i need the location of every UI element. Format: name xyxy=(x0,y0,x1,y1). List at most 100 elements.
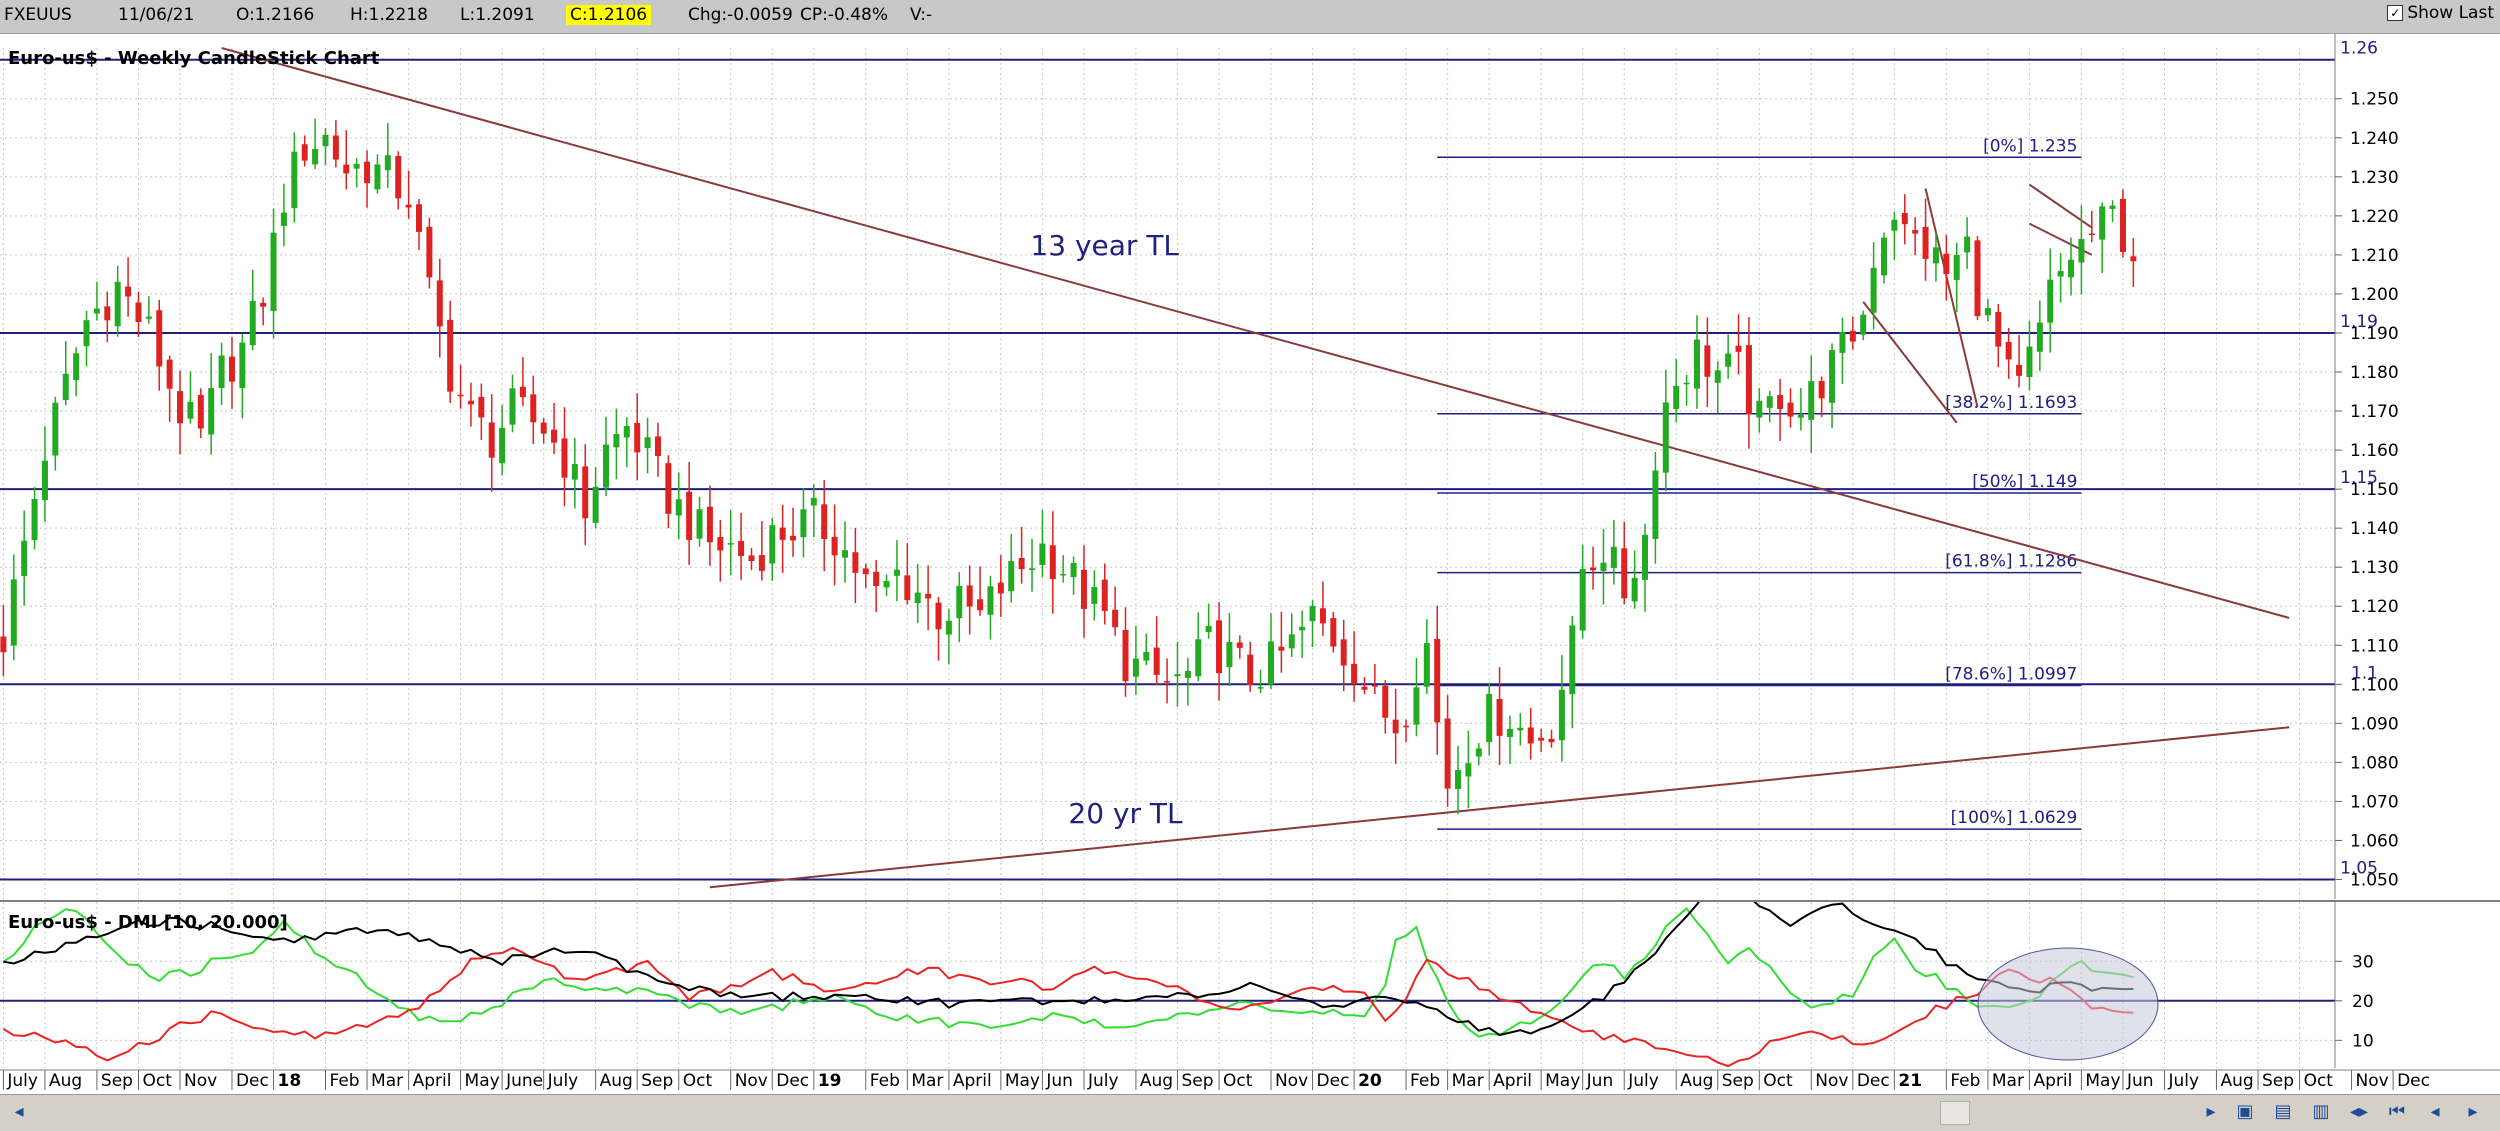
candle-body xyxy=(1912,230,1919,234)
candle-body xyxy=(2016,364,2023,376)
candle-body xyxy=(1839,332,1846,353)
candle-body xyxy=(1122,629,1129,682)
candle-body xyxy=(1101,579,1108,611)
time-tick-label: May xyxy=(1545,1071,1580,1091)
candle-body xyxy=(114,281,121,327)
time-tick-label: Nov xyxy=(735,1071,768,1091)
candle-body xyxy=(2068,259,2075,278)
candle-body xyxy=(779,527,786,540)
zoom-fit-icon[interactable]: ◂▸ xyxy=(2349,1101,2369,1122)
scroll-right-icon[interactable]: ▸ xyxy=(2206,1101,2216,1122)
time-tick-label: Aug xyxy=(1680,1071,1713,1091)
20-year-trendline xyxy=(709,726,2290,889)
candle-body xyxy=(1569,625,1576,695)
candle-body xyxy=(561,438,568,478)
candle-body xyxy=(395,155,402,199)
price-tick-label: 1.190 xyxy=(2350,324,2399,344)
scroll-bar[interactable]: ◂ ▸ ▣ ▤ ▥ ◂▸ ⏮ ◂ ▸ xyxy=(0,1094,2500,1131)
candle-body xyxy=(1351,663,1358,685)
print-icon[interactable]: ▥ xyxy=(2312,1101,2330,1122)
price-tick-label: 1.050 xyxy=(2350,870,2399,890)
candle-body xyxy=(1361,686,1368,690)
next-icon[interactable]: ▸ xyxy=(2468,1101,2478,1122)
candle-body xyxy=(218,355,225,388)
candle-body xyxy=(654,436,661,457)
candle-body xyxy=(748,555,755,562)
candle-body xyxy=(1652,470,1659,539)
candle-body xyxy=(1642,534,1649,580)
candle-body xyxy=(447,319,454,392)
fib-level-label: [78.6%] 1.0997 xyxy=(1945,664,2077,684)
step-back-icon[interactable]: ⏮ xyxy=(2388,1101,2406,1122)
candle-body xyxy=(1403,725,1410,728)
price-tick-label: 1.250 xyxy=(2350,90,2399,110)
candle-body xyxy=(1164,681,1171,683)
save-icon[interactable]: ▤ xyxy=(2274,1101,2292,1122)
candle-body xyxy=(686,491,693,540)
time-tick-label: July xyxy=(1627,1071,1659,1091)
time-tick-label: Sep xyxy=(1722,1071,1754,1091)
candle-body xyxy=(384,155,391,171)
candle-body xyxy=(696,509,703,539)
candle-body xyxy=(1538,737,1545,741)
candle-body xyxy=(208,388,215,435)
candle-body xyxy=(1829,350,1836,403)
price-tick-label: 1.090 xyxy=(2350,714,2399,734)
candle-body xyxy=(727,543,734,545)
price-tick-label: 1.100 xyxy=(2350,675,2399,695)
candle-body xyxy=(634,422,641,453)
candle-body xyxy=(488,422,495,458)
candle-body xyxy=(571,464,578,480)
price-tick-label: 1.170 xyxy=(2350,402,2399,422)
candle-body xyxy=(519,386,526,398)
show-last-toggle[interactable]: ✓ Show Last xyxy=(2387,3,2494,23)
quote-header: FXEUUS 11/06/21 O:1.2166 H:1.2218 L:1.20… xyxy=(0,0,2500,34)
candle-body xyxy=(1891,219,1898,231)
candle-body xyxy=(706,506,713,543)
candle-body xyxy=(1392,719,1399,734)
candle-body xyxy=(1860,314,1867,335)
time-tick-label: Aug xyxy=(49,1071,82,1091)
candle-body xyxy=(1236,642,1243,648)
time-tick-label: June xyxy=(505,1071,543,1091)
price-tick-label: 1.080 xyxy=(2350,753,2399,773)
time-tick-label: Dec xyxy=(776,1071,809,1091)
candle-body xyxy=(1496,699,1503,736)
candle-body xyxy=(1278,646,1285,651)
candle-body xyxy=(73,353,80,381)
square-icon[interactable]: ▣ xyxy=(2236,1101,2254,1122)
candle-body xyxy=(2130,256,2137,262)
candle-body xyxy=(1319,608,1326,624)
scroll-left-icon[interactable]: ◂ xyxy=(14,1101,24,1122)
candle-body xyxy=(1756,400,1763,418)
candle-body xyxy=(1725,353,1732,367)
candle-body xyxy=(1257,687,1264,689)
trendline-annotation: 13 year TL xyxy=(1030,229,1179,262)
time-tick-label: Mar xyxy=(1992,1071,2024,1091)
candle-body xyxy=(1506,728,1513,738)
step-forward-icon[interactable]: ◂ xyxy=(2430,1101,2440,1122)
candle-body xyxy=(1153,647,1160,675)
candle-body xyxy=(1267,641,1274,685)
price-tick-label: 1.210 xyxy=(2350,246,2399,266)
time-tick-label: Feb xyxy=(870,1071,900,1091)
chart-area[interactable]: [0%] 1.235 [38.2%] 1.1693 [50%] 1.149 [61.8… xyxy=(0,34,2500,1094)
dmi-title: Euro-us$ - DMI [10, 20.000] xyxy=(8,912,288,933)
candle-body xyxy=(1662,402,1669,473)
candle-body xyxy=(1527,727,1534,744)
time-tick-label: Sep xyxy=(641,1071,673,1091)
candle-body xyxy=(1610,546,1617,568)
scroll-thumb[interactable] xyxy=(1940,1101,1970,1125)
level-label: 1.1 xyxy=(2351,663,2378,683)
price-tick-label: 1.130 xyxy=(2350,558,2399,578)
candle-body xyxy=(2078,238,2085,263)
candle-body xyxy=(966,585,973,607)
candle-body xyxy=(332,135,339,160)
time-tick-label: Dec xyxy=(236,1071,269,1091)
time-tick-label: May xyxy=(465,1071,500,1091)
time-tick-label: 21 xyxy=(1898,1071,1922,1091)
candle-body xyxy=(1247,654,1254,686)
candle-body xyxy=(1932,247,1939,264)
checkbox-icon[interactable]: ✓ xyxy=(2387,5,2404,21)
candle-body xyxy=(0,636,7,653)
